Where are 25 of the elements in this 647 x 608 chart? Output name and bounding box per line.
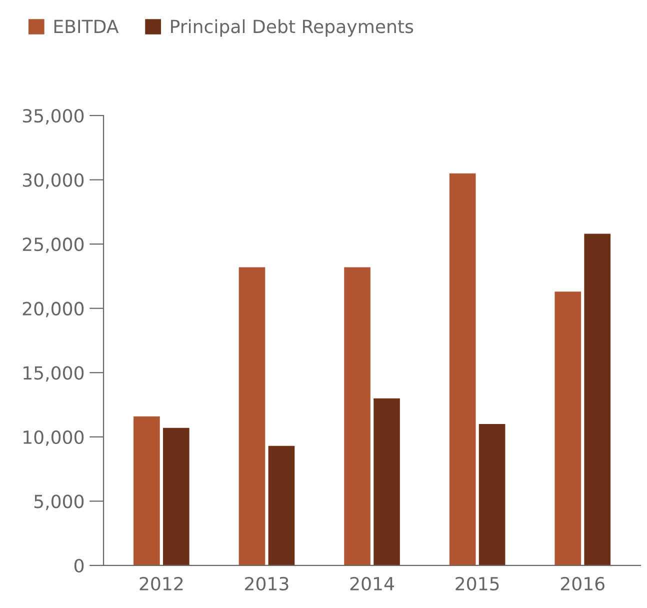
bar [268,446,295,566]
y-tick-label: 5,000 [34,494,84,510]
bar [584,234,611,566]
legend-label: Principal Debt Repayments [171,19,414,37]
y-tick-label: 25,000 [22,238,84,254]
bar [134,416,160,566]
legend-label: EBITDA [54,20,119,34]
x-tick-label: 2015 [456,576,499,591]
y-tick-label: 15,000 [24,366,84,382]
x-tick-label: 2016 [560,576,604,591]
y-tick-label: 0 [74,558,84,573]
x-tick-label: 2014 [350,576,394,591]
bar [238,267,266,566]
x-tick-label: 2013 [245,576,288,591]
y-tick-label: 35,000 [22,108,84,124]
y-tick-label: 30,000 [22,173,84,189]
bar [554,292,582,566]
y-tick-label: 10,000 [24,430,84,446]
bar [478,424,506,566]
bar [163,428,190,566]
bar [449,173,476,566]
y-tick-label: 20,000 [22,302,84,318]
bar [374,398,400,566]
bar [344,267,370,566]
x-tick-label: 2012 [140,576,183,591]
